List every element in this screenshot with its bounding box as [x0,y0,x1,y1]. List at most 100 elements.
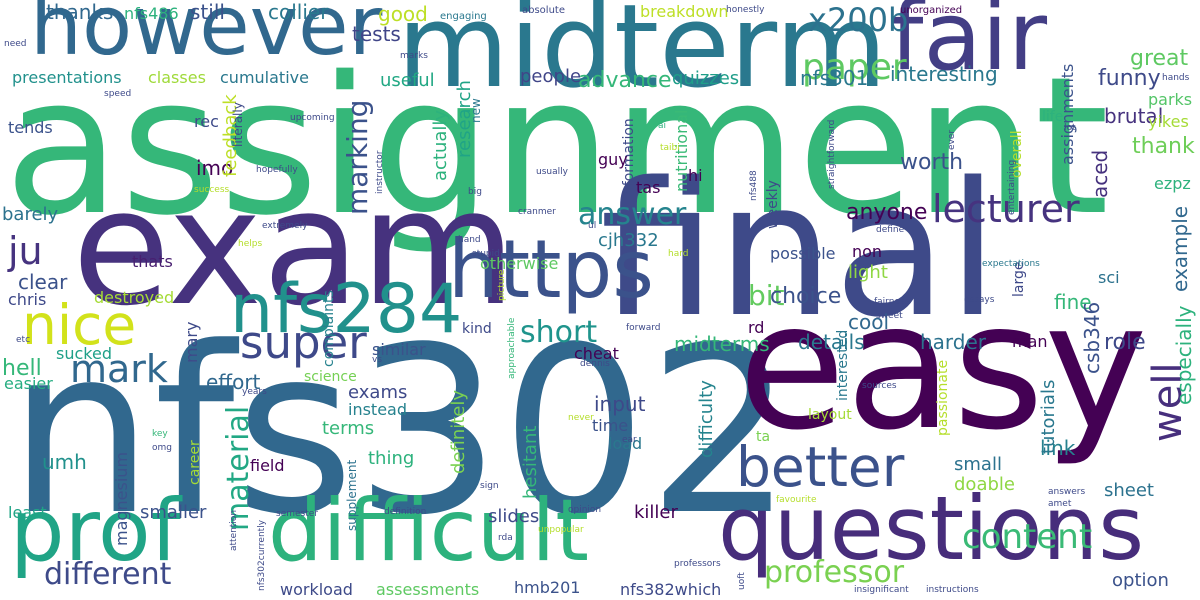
word-killer: killer [634,502,678,523]
word-different: different [44,557,172,592]
word-nfs284: nfs284 [230,270,463,349]
word-life: life [1042,109,1064,125]
word-still: still [190,0,225,24]
word-tests: tests [352,22,401,46]
word-semester: semester [276,509,318,519]
word-yikes: yikes [1148,112,1189,131]
word-hesitant: hesitant [520,425,541,499]
word-tends: tends [8,118,53,137]
word-nice: nice [22,293,137,357]
word-possible: possible [770,244,836,263]
word-fair: fair [890,0,1048,92]
word-workload: workload [280,580,353,599]
word-honestly: honestly [726,5,765,15]
word-instead: instead [348,400,407,419]
word-passionate: passionate [935,359,951,436]
word-final: final [600,142,999,358]
word-ta: ta [756,429,771,445]
word-key: key [152,429,168,439]
word-opinion: opinion [568,505,602,515]
word-professors: professors [674,559,721,569]
word-however: however [30,0,383,74]
word-thing: thing [368,448,415,469]
word-light: light [848,262,888,283]
word-layout: layout [808,407,852,423]
word-non: non [852,242,883,261]
word-classes: classes [148,68,206,87]
word-cool: cool [848,310,890,334]
word-lecturer: lecturer [932,187,1080,231]
word-guy: guy [598,150,628,169]
word-clear: clear [18,270,68,294]
word-answers: answers [1048,487,1086,497]
word-harder: harder [920,330,987,354]
word-sci: sci [1098,268,1120,287]
word-career: career [187,440,203,485]
word-vs: vs [372,355,383,365]
word-assignment: assignment [4,36,1110,257]
word-mary: mary [182,321,201,363]
word-better: better [736,435,905,499]
word-nfs382which: nfs382which [620,580,722,599]
word-csb346: csb346 [1080,301,1104,374]
word-entertaining: entertaining [1007,159,1017,215]
word-rd: rd [748,318,765,337]
word-supplement: supplement [345,459,359,531]
word-science: science [304,369,357,385]
word-load: load [608,434,643,453]
word-super: super [240,316,367,369]
word-smaller: smaller [140,502,207,523]
word-easy: easy [738,266,1148,469]
word-option: option [1112,570,1169,591]
word-cheat: cheat [574,344,619,363]
word-instructions: instructions [926,585,979,595]
word-least: least [8,503,47,522]
word-ear: ear [622,435,637,445]
word-people: people [520,66,582,87]
word-input: input [594,392,646,416]
word-exam: exam [72,154,517,341]
word-prof: prof [10,481,181,581]
word-midterms: midterms [674,332,770,356]
word-fine: fine [1054,290,1092,314]
word-sign: sign [480,481,499,491]
word-bit: bit [748,279,785,312]
word-questions: questions [718,477,1145,580]
word-example: example [1168,205,1192,292]
word-field: field [250,456,285,475]
word-barely: barely [2,204,59,225]
word-hmb201: hmb201 [514,578,581,597]
word-magnesium: magnesium [112,451,131,546]
word-cumulative: cumulative [220,68,309,87]
word-time: time [592,416,629,435]
word-thank: thank [1132,134,1195,159]
word-exams: exams [348,382,408,403]
word-collier: collier [268,0,329,24]
word-definitely: definitely [448,389,469,474]
word-nfs302currently: nfs302currently [257,519,267,591]
word-weekly: weekly [765,180,781,229]
word-cjh332: cjh332 [598,230,659,251]
word-success: success [194,185,230,195]
word-tutorials: tutorials [1038,379,1059,454]
word-brutal: brutal [1104,104,1164,128]
word-choice: choice [770,284,842,309]
word-link: link [1040,436,1076,460]
word-approachable: approachable [507,317,517,379]
word-hand: hand [458,235,481,245]
word-advance: advance [578,68,672,93]
word-imo: imo [196,156,234,180]
word-paper: paper [802,47,907,88]
word-thats: thats [132,252,173,271]
word-man: man [1012,332,1048,351]
word-good: good [378,2,428,26]
word-ezpz: ezpz [1154,174,1191,193]
word-destroyed: destroyed [94,288,175,307]
word-extremely: extremely [262,221,308,231]
word-uoft: uoft [737,572,747,590]
word-details: details [798,330,865,354]
word-years: years [242,387,267,397]
word-ul: ul [588,221,597,231]
word-ju: ju [8,229,43,273]
word-tas: tas [636,178,661,197]
